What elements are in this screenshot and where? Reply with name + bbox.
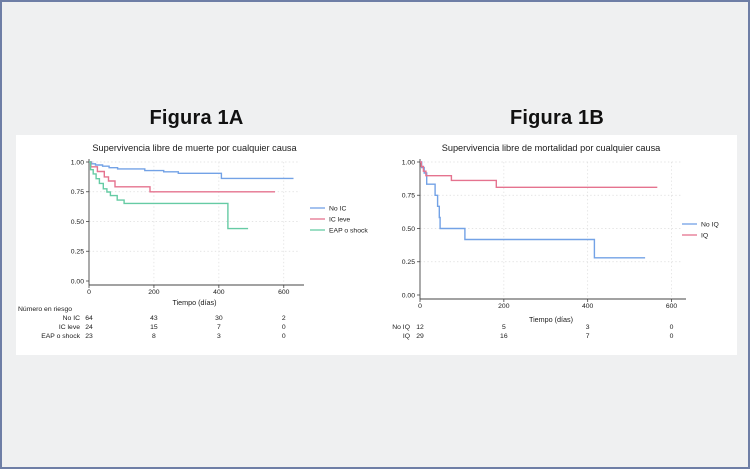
risk-row-value: 23 xyxy=(85,333,93,340)
legend-label: No IC xyxy=(329,205,346,212)
risk-row-value: 24 xyxy=(85,324,93,331)
risk-row-value: 0 xyxy=(670,324,674,331)
x-tick-label: 600 xyxy=(278,289,290,296)
risk-row-value: 8 xyxy=(152,333,156,340)
y-tick-label: 0.75 xyxy=(402,193,415,200)
x-axis-label: Tiempo (días) xyxy=(529,315,573,324)
risk-row-value: 43 xyxy=(150,315,158,322)
x-tick-label: 600 xyxy=(666,303,678,310)
figura-1a-heading: Figura 1A xyxy=(149,107,244,129)
risk-row-value: 7 xyxy=(217,324,221,331)
risk-row-label: IQ xyxy=(403,333,410,340)
x-tick-label: 400 xyxy=(213,289,225,296)
series-ic-leve-curve xyxy=(89,161,275,193)
risk-row-value: 0 xyxy=(670,333,674,340)
figura-1b-heading: Figura 1B xyxy=(509,107,605,129)
legend-label: No IQ xyxy=(701,221,719,228)
legend-label: IQ xyxy=(701,232,708,239)
risk-row-value: 0 xyxy=(282,333,286,340)
km-chart-figura-1a: 0.000.250.500.751.000 200 400 600Superviven… xyxy=(18,143,368,340)
series-eap-o-shock-curve xyxy=(89,161,249,230)
risk-row-value: 3 xyxy=(217,333,221,340)
risk-row-value: 29 xyxy=(416,333,424,340)
km-chart-figura-1b: 0.00 0.25 0.50 0.75 1.00 0 200 400 600 Superviven… xyxy=(392,143,719,340)
charts-panel: 0.00 0.25 0.50 0.75 1.00 0 200 400 600 Superviven… xyxy=(16,135,737,355)
risk-row-value: 15 xyxy=(150,324,158,331)
series-no-ic-curve xyxy=(89,161,294,180)
x-tick-label: 0 xyxy=(418,303,422,310)
series-no-iq-curve xyxy=(420,161,646,259)
risk-row-label: No IQ xyxy=(392,324,410,331)
y-tick-label: 0.50 xyxy=(402,226,415,233)
chart-title: Supervivencia libre de muerte por cualqu… xyxy=(92,143,297,153)
risk-row-value: 16 xyxy=(500,333,508,340)
y-tick-label: 0.00 xyxy=(71,278,84,285)
risk-row-value: 7 xyxy=(586,333,590,340)
y-tick-label: 0.00 xyxy=(402,292,415,299)
risk-row-value: 0 xyxy=(282,324,286,331)
risk-row-label: No IC xyxy=(63,315,80,322)
legend-label: IC leve xyxy=(329,216,350,223)
y-tick-label: 0.25 xyxy=(402,259,415,266)
x-axis-label: Tiempo (días) xyxy=(172,298,216,307)
y-tick-label: 0.75 xyxy=(71,189,84,196)
x-tick-label: 400 xyxy=(582,303,594,310)
risk-row-value: 2 xyxy=(282,315,286,322)
risk-row-value: 12 xyxy=(416,324,424,331)
legend-label: EAP o shock xyxy=(329,227,368,234)
series-iq-curve xyxy=(420,161,658,188)
x-tick-label: 200 xyxy=(498,303,510,310)
y-tick-label: 1.00 xyxy=(71,159,84,166)
risk-row-value: 64 xyxy=(85,315,93,322)
y-tick-label: 0.50 xyxy=(71,219,84,226)
risk-row-label: IC leve xyxy=(59,324,80,331)
y-tick-label: 1.00 xyxy=(402,159,415,166)
risk-row-label: EAP o shock xyxy=(41,333,80,340)
x-tick-label: 0 xyxy=(87,289,91,296)
risk-row-value: 3 xyxy=(586,324,590,331)
risk-row-value: 30 xyxy=(215,315,223,322)
risk-table-header: Número en riesgo xyxy=(18,306,72,313)
y-tick-label: 0.25 xyxy=(71,249,84,256)
x-tick-label: 200 xyxy=(148,289,160,296)
chart-title: Supervivencia libre de mortalidad por cu… xyxy=(442,143,661,153)
risk-row-value: 5 xyxy=(502,324,506,331)
